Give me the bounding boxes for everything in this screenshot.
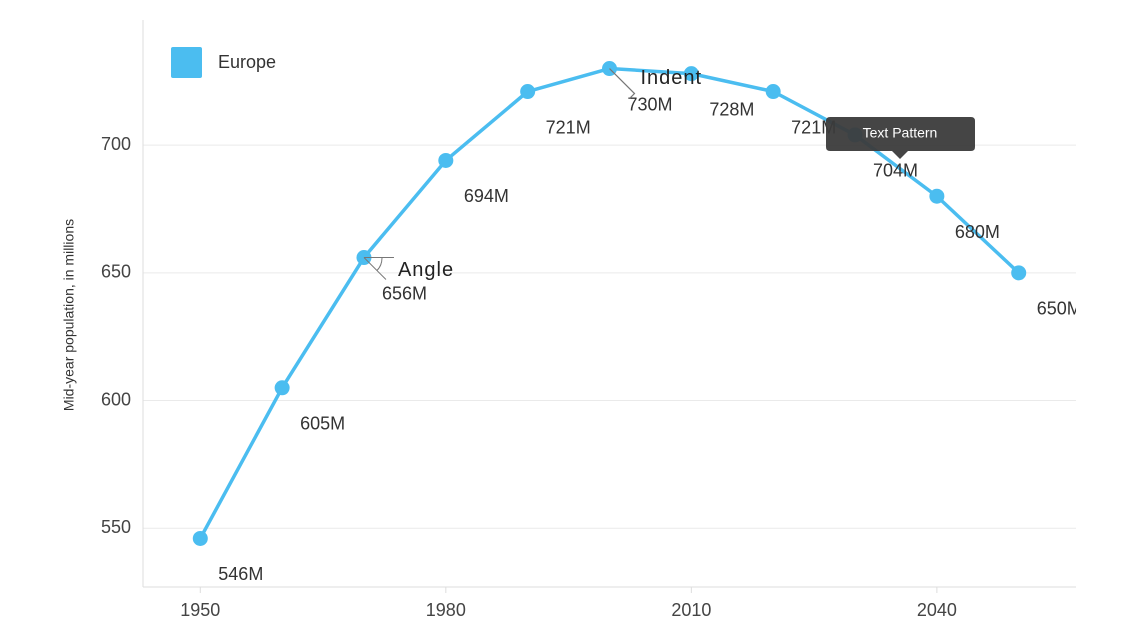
data-label: 730M (628, 94, 673, 114)
data-label: 680M (955, 222, 1000, 242)
annotation-connector (609, 68, 636, 99)
x-tick-label: 1950 (180, 600, 220, 620)
data-point (765, 84, 781, 100)
tooltip-text: Text Pattern (863, 125, 938, 141)
data-point (274, 380, 290, 396)
annotation-connector (363, 257, 394, 280)
y-tick-label: 700 (101, 134, 131, 154)
data-point (520, 84, 536, 100)
legend-label: Europe (218, 52, 276, 72)
y-tick-label: 600 (101, 389, 131, 409)
data-label: 656M (382, 283, 427, 303)
data-point (1011, 265, 1027, 281)
data-label: 721M (791, 117, 836, 137)
y-tick-label: 550 (101, 517, 131, 537)
data-label: 650M (1037, 299, 1082, 319)
data-point (192, 530, 208, 546)
data-label: 704M (873, 161, 918, 181)
tooltip-box (826, 117, 975, 159)
data-point (929, 188, 945, 204)
x-tick-label: 2040 (917, 600, 957, 620)
data-label: 728M (709, 99, 754, 119)
data-point (683, 66, 699, 82)
y-tick-label: 650 (101, 262, 131, 282)
data-label: 721M (546, 117, 591, 137)
data-label: 605M (300, 414, 345, 434)
data-label: 694M (464, 186, 509, 206)
annotation: Angle (398, 259, 454, 281)
x-tick-label: 2010 (671, 600, 711, 620)
data-label: 546M (218, 564, 263, 584)
data-point (438, 152, 454, 168)
y-axis-label: Mid-year population, in millions (61, 219, 77, 411)
annotation: Indent (641, 67, 703, 89)
x-tick-label: 1980 (426, 600, 466, 620)
legend-swatch (171, 47, 202, 78)
